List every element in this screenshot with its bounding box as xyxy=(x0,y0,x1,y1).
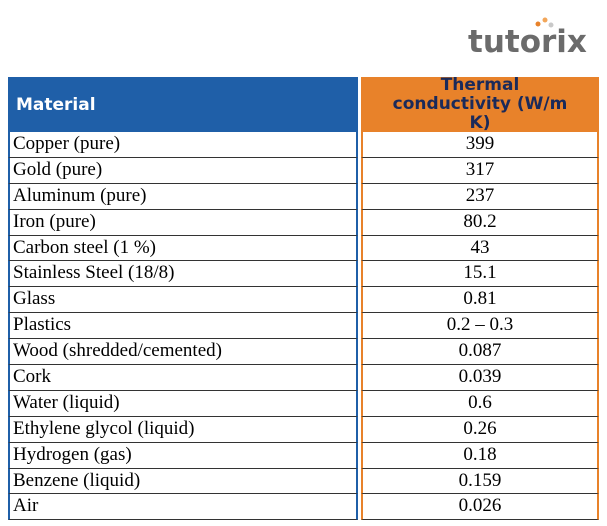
value-cell: 0.026 xyxy=(361,494,599,521)
value-cell: 15.1 xyxy=(361,261,599,288)
table-row: Copper (pure) 399 xyxy=(8,132,599,158)
value-cell: 43 xyxy=(361,235,599,262)
header-cell: Material xyxy=(8,77,358,132)
material-cell: Water (liquid) xyxy=(8,390,358,417)
value-cell: 0.81 xyxy=(361,287,599,314)
material-cell: Stainless Steel (18/8) xyxy=(8,261,358,288)
material-cell: Gold (pure) xyxy=(8,157,358,184)
value-cell: 0.039 xyxy=(361,365,599,391)
value-cell: 317 xyxy=(361,157,599,184)
material-cell: Iron (pure) xyxy=(8,209,358,236)
material-cell: Wood (shredded/cemented) xyxy=(8,339,358,366)
header-row: Material Thermal conductivity (W/m K) xyxy=(8,76,599,133)
value-cell: 0.087 xyxy=(361,339,599,366)
table-row: Carbon steel (1 %) 43 xyxy=(8,235,599,262)
table-row: Benzene (liquid) 0.159 xyxy=(8,468,599,495)
value-cell: 237 xyxy=(361,183,599,210)
material-cell: Glass xyxy=(8,287,358,314)
material-cell: Benzene (liquid) xyxy=(8,468,358,495)
material-cell: Carbon steel (1 %) xyxy=(8,235,358,262)
table-body: Copper (pure) 399 Gold (pure) 317 Aluminum (… xyxy=(8,132,599,521)
material-cell: Plastics xyxy=(8,313,358,340)
value-cell: 0.2 – 0.3 xyxy=(361,313,599,340)
table-row: Ethylene glycol (liquid) 0.26 xyxy=(8,416,599,443)
table-row: Water (liquid) 0.6 xyxy=(8,390,599,417)
table-row: Air 0.026 xyxy=(8,494,599,521)
material-cell: Hydrogen (gas) xyxy=(8,442,358,469)
table-row: Iron (pure) 80.2 xyxy=(8,209,599,236)
table-row: Aluminum (pure) 237 xyxy=(8,183,599,210)
value-cell: 0.159 xyxy=(361,468,599,495)
table-row: Stainless Steel (18/8) 15.1 xyxy=(8,261,599,288)
logo: tutorix xyxy=(468,24,587,60)
table-row: Glass 0.81 xyxy=(8,287,599,314)
logo-dots xyxy=(535,17,554,28)
table-row: Cork 0.039 xyxy=(8,365,599,391)
material-cell: Aluminum (pure) xyxy=(8,183,358,210)
table-row: Wood (shredded/cemented) 0.087 xyxy=(8,339,599,366)
value-cell: 399 xyxy=(361,132,599,158)
table: Material Thermal conductivity (W/m K) Copp… xyxy=(8,76,599,521)
material-cell: Air xyxy=(8,494,358,521)
table-row: Hydrogen (gas) 0.18 xyxy=(8,442,599,469)
value-cell: 0.6 xyxy=(361,390,599,417)
value-cell: 0.18 xyxy=(361,442,599,469)
table-row: Plastics 0.2 – 0.3 xyxy=(8,313,599,340)
header-cell: Thermal conductivity (W/m K) xyxy=(361,76,599,133)
material-cell: Copper (pure) xyxy=(8,132,358,158)
material-cell: Cork xyxy=(8,365,358,391)
table-row: Gold (pure) 317 xyxy=(8,157,599,184)
value-cell: 0.26 xyxy=(361,416,599,443)
value-cell: 80.2 xyxy=(361,209,599,236)
material-cell: Ethylene glycol (liquid) xyxy=(8,416,358,443)
